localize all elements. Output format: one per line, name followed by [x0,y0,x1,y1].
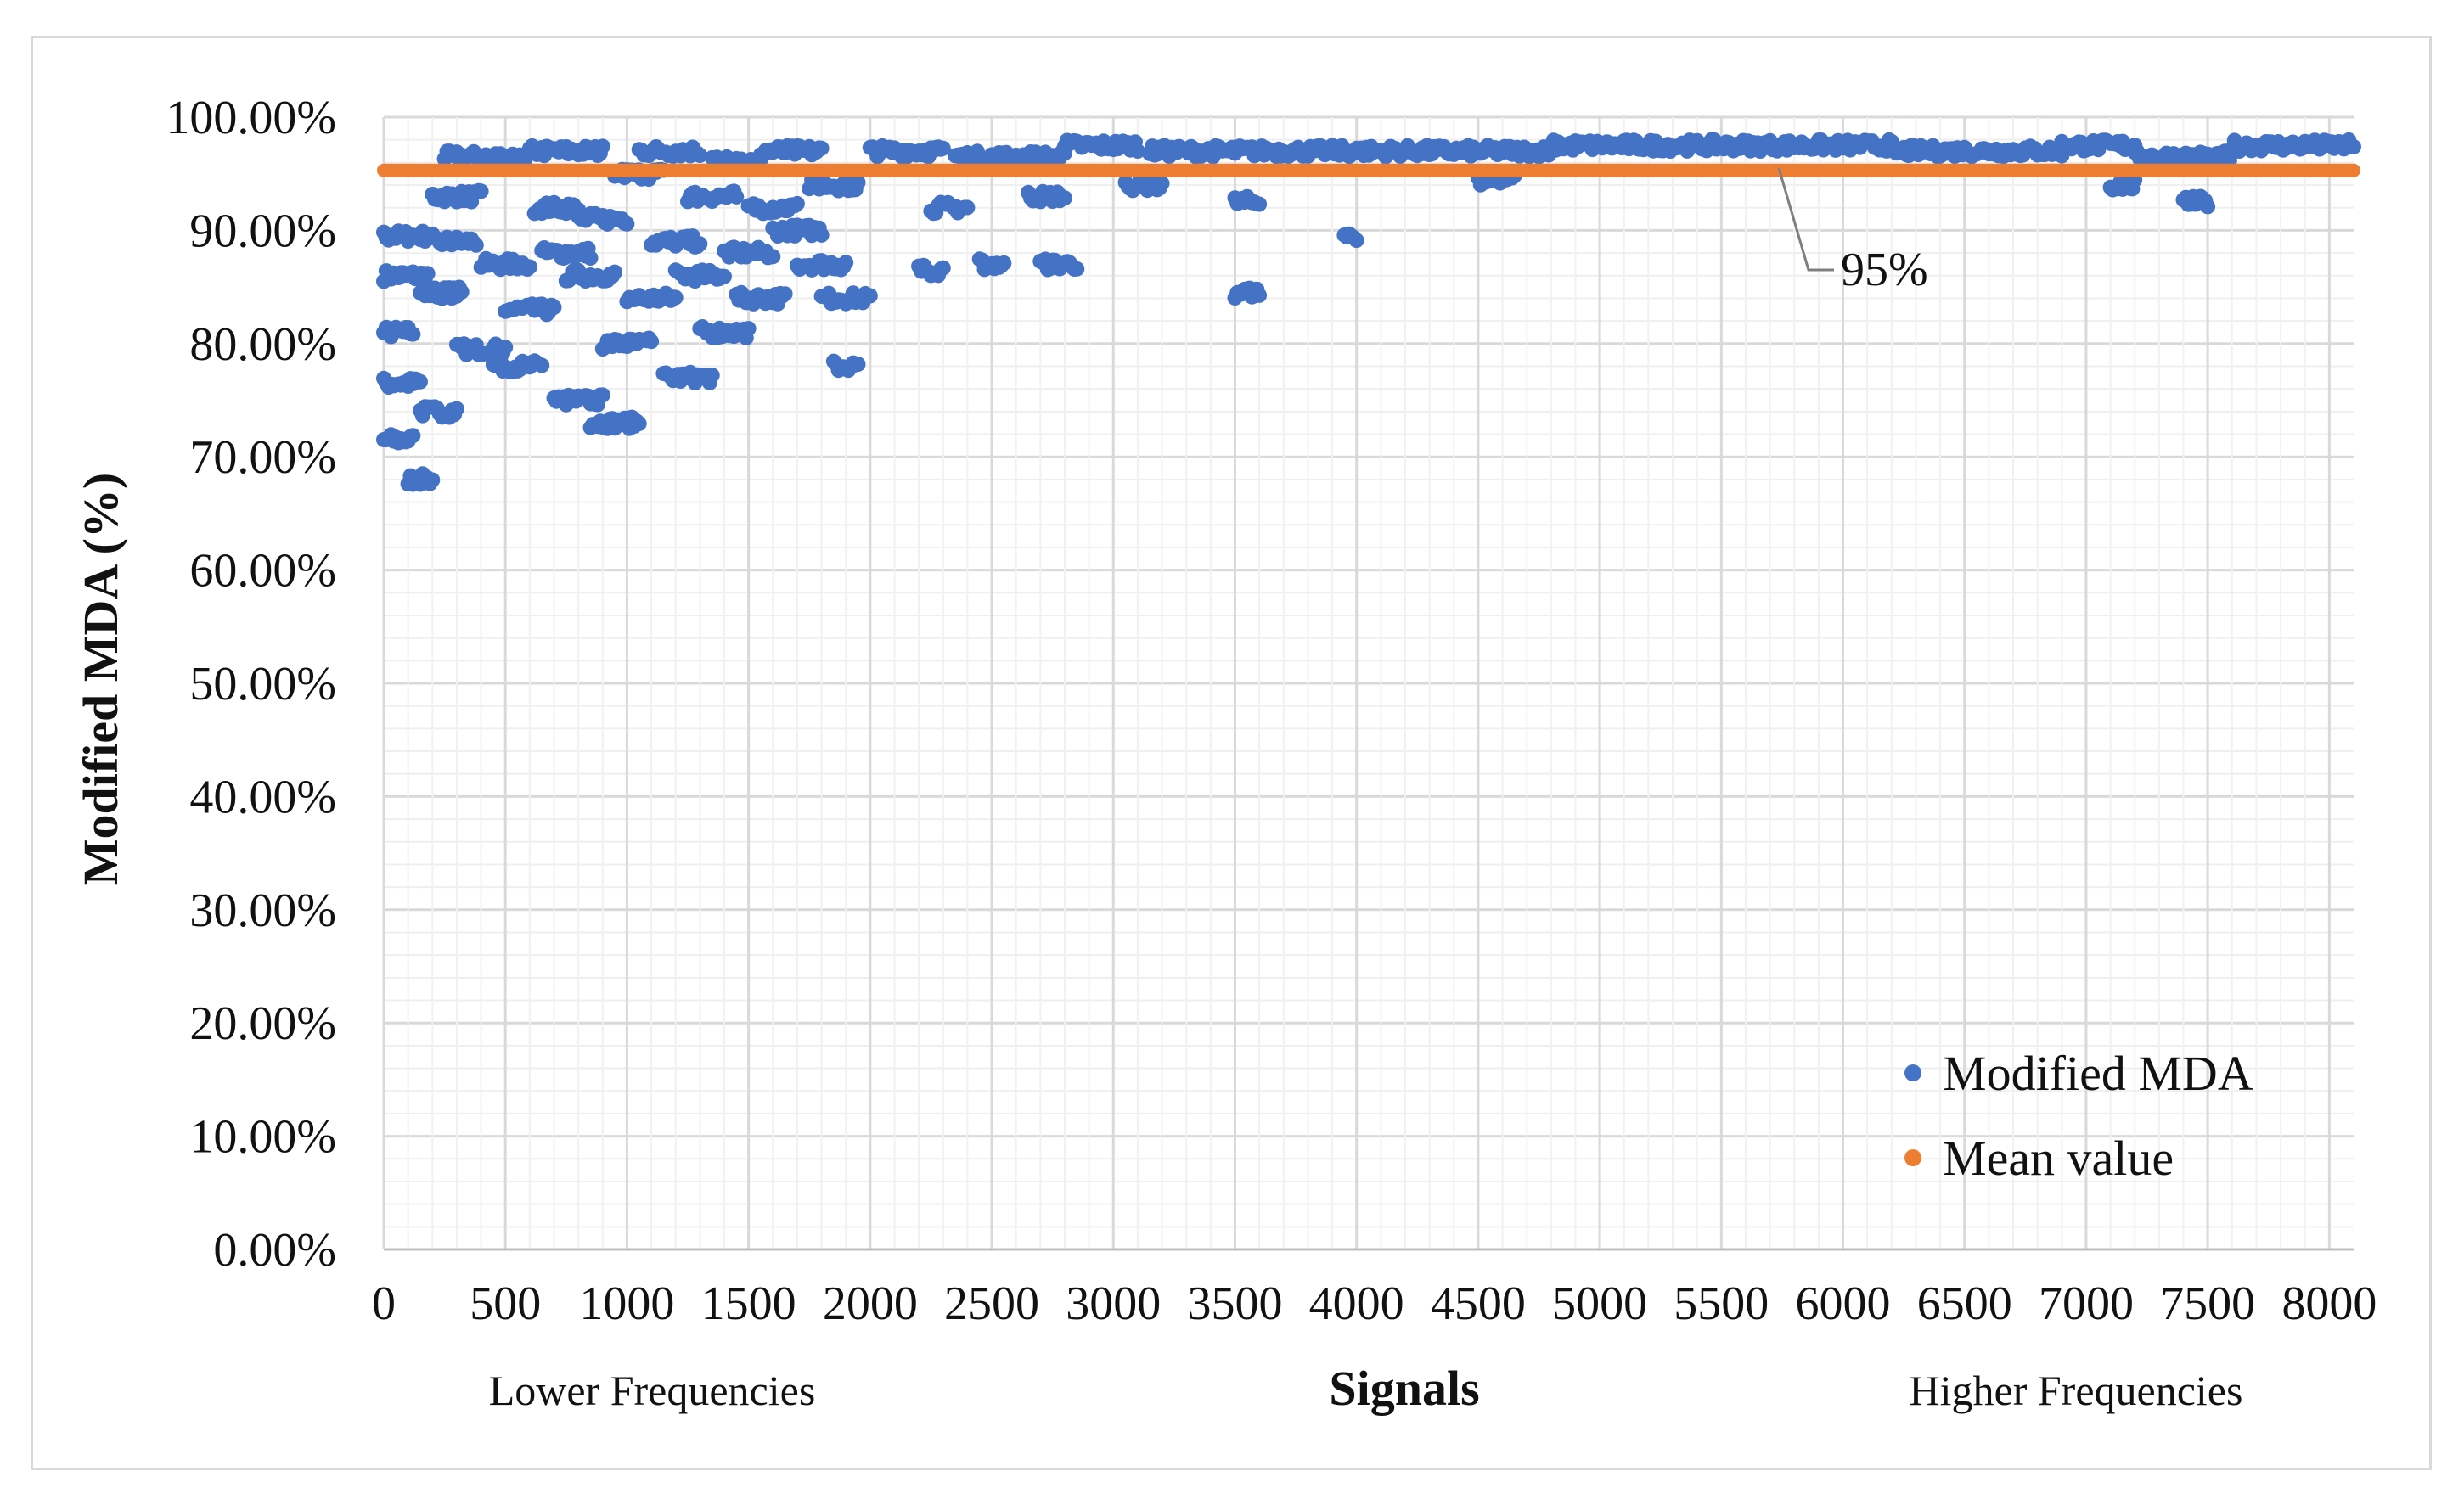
modified-mda-point [468,237,484,253]
legend-marker-mean [1904,1149,1921,1166]
modified-mda-point [789,195,805,211]
modified-mda-point [448,401,464,417]
modified-mda-point [631,416,647,432]
modified-mda-point [850,357,866,373]
y-tick-label: 30.00% [189,884,336,937]
x-tick-label: 6500 [1917,1277,2012,1330]
modified-mda-point [425,472,441,488]
modified-mda-point [813,227,830,243]
annotation-label: 95% [1841,244,1928,296]
modified-mda-point [740,321,757,337]
modified-mda-point [717,268,732,284]
modified-mda-point [2200,199,2216,215]
modified-mda-point [850,175,866,190]
x-tick-label: 5000 [1552,1277,1647,1330]
x-tick-label: 6000 [1796,1277,1891,1330]
modified-mda-point [1348,233,1364,249]
y-tick-label: 20.00% [189,997,336,1050]
x-tick-label: 1500 [701,1277,796,1330]
modified-mda-point [667,289,684,306]
y-tick-label: 0.00% [213,1224,336,1277]
modified-mda-point [813,140,830,156]
y-tick-label: 10.00% [189,1111,336,1164]
modified-mda-point [405,428,421,444]
x-tick-label: 5500 [1674,1277,1769,1330]
x-axis-label: Signals [1329,1361,1479,1416]
modified-mda-point [1057,190,1072,206]
x-tick-label: 3500 [1187,1277,1282,1330]
x-tick-label: 4500 [1431,1277,1526,1330]
legend-label-mean: Mean value [1943,1131,2174,1186]
modified-mda-point [582,250,599,266]
modified-mda-point [419,266,436,282]
modified-mda-point [838,255,854,271]
y-tick-label: 70.00% [189,431,336,484]
x-tick-label: 7500 [2160,1277,2255,1330]
modified-mda-point [546,300,562,315]
modified-mda-point [1252,196,1268,212]
modified-mda-point [692,148,708,164]
modified-mda-point [692,236,708,252]
modified-mda-point [935,260,951,276]
modified-mda-point [862,288,878,304]
y-tick-label: 90.00% [189,205,336,257]
y-tick-label: 100.00% [166,92,336,144]
legend: Modified MDA Mean value [1904,1046,2253,1186]
modified-mda-point [619,216,635,232]
modified-mda-point [1154,176,1170,192]
modified-mda-point [644,334,660,350]
modified-mda-point [996,255,1012,271]
modified-mda-point [1129,143,1145,159]
modified-mda-point [729,188,745,205]
modified-mda-point [704,368,720,384]
modified-mda-point [534,357,550,373]
x-tick-label: 1000 [579,1277,674,1330]
x-tick-label: 8000 [2281,1277,2377,1330]
y-tick-label: 50.00% [189,658,336,710]
x-sublabel-right: Higher Frequencies [1910,1367,2243,1414]
modified-mda-point [1252,287,1268,303]
modified-mda-point [405,326,421,342]
modified-mda-point [498,340,514,356]
annotation-95: 95% [1777,167,1928,296]
modified-mda-point [521,259,537,275]
y-tick-label: 80.00% [189,318,336,371]
modified-mda-series [376,132,2361,492]
modified-mda-point [594,387,610,403]
modified-mda-point [1069,261,1085,277]
x-tick-label: 0 [372,1277,396,1330]
tick-labels: 0 500 1000 1500 2000 2500 3000 3500 4000 4500 5000… [166,92,2377,1330]
modified-mda-point [959,199,976,216]
modified-mda-point [607,264,623,280]
x-tick-label: 500 [470,1277,541,1330]
modified-mda-point [2346,139,2361,154]
modified-mda-point [765,249,781,265]
modified-mda-point [413,373,428,390]
x-tick-label: 3000 [1066,1277,1161,1330]
modified-mda-point [473,183,489,199]
modified-mda-point [453,284,470,300]
x-tick-label: 2000 [823,1277,918,1330]
x-tick-label: 4000 [1309,1277,1404,1330]
y-tick-label: 60.00% [189,545,336,598]
x-tick-label: 7000 [2039,1277,2134,1330]
modified-mda-point [594,138,610,154]
x-tick-label: 2500 [944,1277,1039,1330]
legend-marker-modified-mda [1904,1064,1921,1081]
legend-label-modified-mda: Modified MDA [1943,1046,2253,1101]
modified-mda-point [777,286,793,302]
modified-mda-point [935,140,951,156]
y-tick-label: 40.00% [189,771,336,823]
x-sublabel-left: Lower Frequencies [489,1367,816,1414]
y-axis-label: Modified MDA (%) [73,473,128,886]
